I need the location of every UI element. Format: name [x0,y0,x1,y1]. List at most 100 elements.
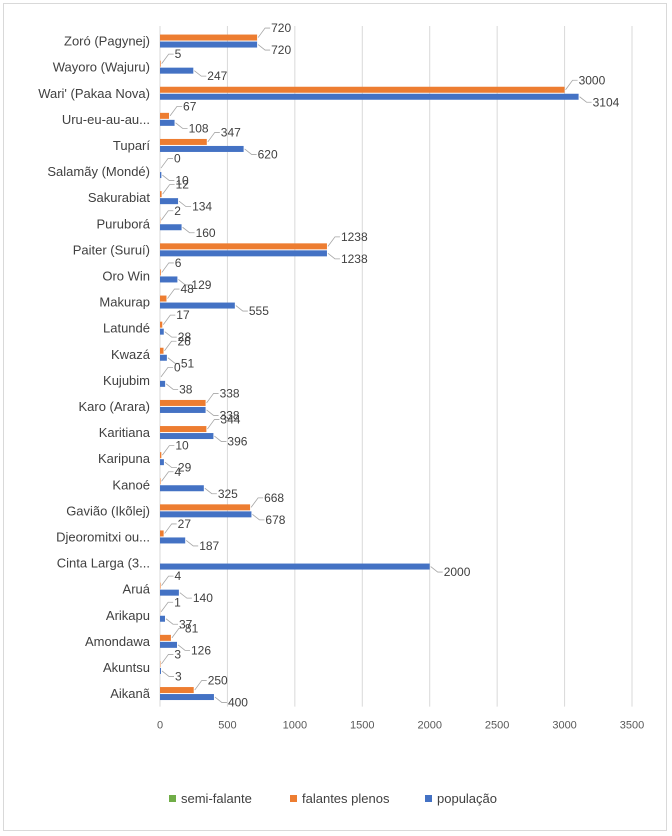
data-label-falantes-plenos-arua: 4 [175,569,182,583]
bar-populacao-arikapu [160,615,165,622]
data-label-populacao-purubora: 160 [196,226,216,240]
bar-falantes-plenos-kanoe [160,478,161,485]
x-tick-3000: 3000 [552,720,576,732]
data-label-populacao-kwaza: 51 [181,356,195,370]
leader-populacao-tupari [244,148,257,155]
bar-populacao-latunde [160,328,164,335]
bar-populacao-zoro-pagynej [160,41,258,48]
leader-falantes-plenos-kanoe [161,471,174,482]
leader-falantes-plenos-karitiana [207,419,220,430]
data-label-populacao-kanoe: 325 [218,487,238,501]
data-label-populacao-zoro-pagynej: 720 [271,43,291,57]
category-label-karipuna: Karipuna [98,451,151,466]
data-label-populacao-oro-win: 129 [191,278,211,292]
bar-populacao-akuntsu [160,667,161,674]
category-label-arua: Aruá [123,582,151,597]
bar-falantes-plenos-karipuna [160,452,162,459]
leader-falantes-plenos-wayoro-wajuru [161,53,174,64]
data-label-falantes-plenos-makurap: 48 [180,282,194,296]
data-label-falantes-plenos-tupari: 347 [221,125,241,139]
data-label-populacao-aikana: 400 [228,696,248,710]
category-label-karo-arara: Karo (Arara) [78,399,150,414]
bar-falantes-plenos-oro-win [160,269,161,276]
data-label-falantes-plenos-karitiana: 344 [220,413,240,427]
leader-populacao-wari-pakaa-nova [579,96,592,103]
data-label-populacao-karitiana: 396 [227,435,247,449]
data-label-populacao-amondawa: 126 [191,643,211,657]
bar-falantes-plenos-arua [160,582,161,589]
leader-falantes-plenos-latunde [162,314,176,325]
data-label-populacao-arua: 140 [193,591,213,605]
bar-falantes-plenos-makurap [160,295,167,302]
bars [160,34,579,701]
category-label-arikapu: Arikapu [106,608,150,623]
legend-swatch-semi-falante [169,795,176,802]
bar-populacao-wari-pakaa-nova [160,93,579,100]
bar-populacao-salamay-monde [160,172,162,179]
x-tick-0: 0 [157,720,163,732]
bar-populacao-tupari [160,145,244,152]
data-label-falantes-plenos-gaviao-ikolej: 668 [264,491,284,505]
leader-falantes-plenos-arikapu [160,601,174,612]
gridlines [159,26,633,707]
data-label-falantes-plenos-amondawa: 81 [185,621,199,635]
bar-populacao-gaviao-ikolej [160,511,252,518]
leader-populacao-karipuna [164,461,177,469]
category-label-oro-win: Oro Win [102,268,150,283]
leader-falantes-plenos-kwaza [164,340,177,351]
bar-falantes-plenos-sakurabiat [160,191,162,198]
bar-populacao-amondawa [160,641,177,648]
data-label-falantes-plenos-djeoromitxi-ou: 27 [178,517,192,531]
leader-populacao-aikana [214,696,227,703]
leader-populacao-oro-win [178,279,191,286]
data-label-falantes-plenos-sakurabiat: 12 [176,178,190,192]
leader-falantes-plenos-salamay-monde [160,158,173,169]
leader-populacao-cinta-larga-3 [430,566,443,573]
data-label-populacao-uru-eu-au-au: 108 [189,121,209,135]
data-label-falantes-plenos-purubora: 2 [174,204,181,218]
bar-populacao-kujubim [160,380,166,387]
bar-falantes-plenos-karitiana [160,426,207,433]
category-label-kanoe: Kanoé [112,477,150,492]
leader-populacao-akuntsu [161,670,174,677]
data-label-populacao-karipuna: 29 [178,461,192,475]
bar-populacao-makurap [160,302,235,309]
leader-falantes-plenos-paiter-surui [327,236,340,247]
legend-swatch-populacao [425,795,432,802]
bar-populacao-oro-win [160,276,178,283]
x-tick-1000: 1000 [283,720,307,732]
category-label-wayoro-wajuru: Wayoro (Wajuru) [53,60,150,75]
leader-populacao-arikapu [165,618,178,625]
data-label-falantes-plenos-uru-eu-au-au: 67 [183,99,197,113]
category-label-djeoromitxi-ou: Djeoromitxi ou... [56,529,150,544]
legend: semi-falante falantes plenos população [169,791,497,806]
data-label-populacao-wayoro-wajuru: 247 [207,69,227,83]
leader-populacao-karitiana [214,435,227,442]
bar-populacao-karipuna [160,459,164,466]
bar-falantes-plenos-paiter-surui [160,243,327,250]
leader-populacao-gaviao-ikolej [252,514,265,521]
legend-label-semi-falante: semi-falante [181,791,252,806]
leader-populacao-sakurabiat [178,200,192,208]
leader-falantes-plenos-akuntsu [161,654,174,665]
leader-falantes-plenos-kujubim [160,366,173,378]
x-tick-3500: 3500 [620,720,644,732]
data-label-populacao-salamay-monde: 10 [175,174,189,188]
category-label-uru-eu-au-au: Uru-eu-au-au... [62,112,150,127]
leader-populacao-salamay-monde [162,174,175,181]
x-tick-2500: 2500 [485,720,509,732]
bar-populacao-karo-arara [160,406,206,413]
bar-populacao-arua [160,589,179,596]
leader-falantes-plenos-amondawa [171,627,184,639]
leader-populacao-purubora [182,226,195,234]
leader-populacao-kwaza [167,357,180,364]
x-tick-2000: 2000 [417,720,441,732]
bar-falantes-plenos-amondawa [160,634,171,641]
category-label-akuntsu: Akuntsu [103,660,150,675]
bar-falantes-plenos-wayoro-wajuru [160,60,161,67]
category-label-latunde: Latundé [103,321,150,336]
leader-falantes-plenos-makurap [167,288,180,299]
category-label-sakurabiat: Sakurabiat [88,190,151,205]
data-label-populacao-kujubim: 38 [179,382,193,396]
